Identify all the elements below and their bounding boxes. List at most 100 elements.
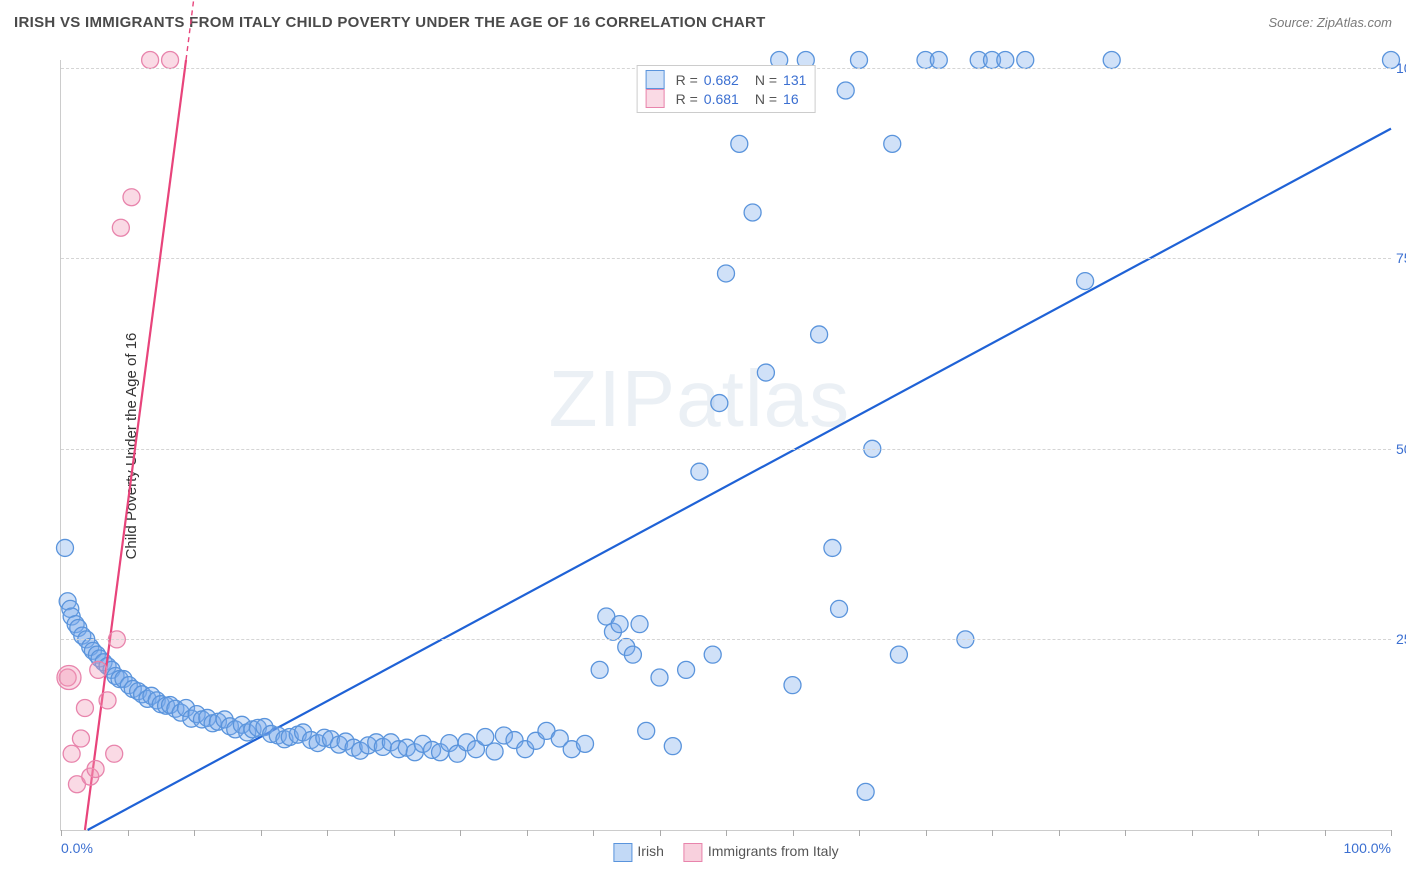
data-point <box>824 539 841 556</box>
data-point <box>90 661 107 678</box>
legend-r-value: 0.682 <box>704 72 739 88</box>
x-tick <box>593 830 594 836</box>
chart-title: IRISH VS IMMIGRANTS FROM ITALY CHILD POV… <box>14 14 766 31</box>
x-tick <box>793 830 794 836</box>
x-tick <box>61 830 62 836</box>
x-tick <box>926 830 927 836</box>
x-tick <box>859 830 860 836</box>
data-point <box>890 646 907 663</box>
data-point <box>691 463 708 480</box>
data-point <box>1077 273 1094 290</box>
data-point <box>624 646 641 663</box>
data-point <box>704 646 721 663</box>
trend-line <box>88 129 1391 830</box>
legend-n-value: 131 <box>783 72 806 88</box>
legend-swatch <box>613 843 632 862</box>
data-point <box>884 135 901 152</box>
data-point <box>99 692 116 709</box>
data-point <box>857 783 874 800</box>
data-point <box>851 52 868 69</box>
data-point <box>997 52 1014 69</box>
data-point <box>162 52 179 69</box>
data-point <box>72 730 89 747</box>
legend-row: R = 0.682N = 131 <box>646 70 807 89</box>
data-point <box>477 728 494 745</box>
x-tick <box>327 830 328 836</box>
y-tick-label: 25.0% <box>1396 631 1406 647</box>
y-tick-label: 50.0% <box>1396 441 1406 457</box>
legend-n-label: N = <box>755 91 777 107</box>
legend-label: Immigrants from Italy <box>708 843 839 859</box>
data-point <box>57 666 81 690</box>
x-tick <box>992 830 993 836</box>
data-point <box>811 326 828 343</box>
plot-area: ZIPatlas R = 0.682N = 131R = 0.681N = 16… <box>60 60 1391 831</box>
data-point <box>1103 52 1120 69</box>
x-tick-label: 100.0% <box>1344 840 1391 856</box>
data-point <box>638 722 655 739</box>
plot-svg <box>61 60 1391 830</box>
data-point <box>1017 52 1034 69</box>
correlation-legend: R = 0.682N = 131R = 0.681N = 16 <box>637 65 816 113</box>
data-point <box>930 52 947 69</box>
data-point <box>112 219 129 236</box>
x-tick-label: 0.0% <box>61 840 93 856</box>
legend-item: Irish <box>613 843 663 862</box>
data-point <box>731 135 748 152</box>
data-point <box>611 616 628 633</box>
x-tick <box>128 830 129 836</box>
legend-label: Irish <box>637 843 663 859</box>
data-point <box>678 661 695 678</box>
title-bar: IRISH VS IMMIGRANTS FROM ITALY CHILD POV… <box>14 14 1392 31</box>
grid-line <box>61 449 1391 450</box>
data-point <box>63 745 80 762</box>
x-tick <box>726 830 727 836</box>
data-point <box>106 745 123 762</box>
data-point <box>831 600 848 617</box>
data-point <box>651 669 668 686</box>
x-tick <box>261 830 262 836</box>
data-point <box>757 364 774 381</box>
data-point <box>577 735 594 752</box>
legend-r-value: 0.681 <box>704 91 739 107</box>
data-point <box>837 82 854 99</box>
legend-r-label: R = <box>676 72 698 88</box>
legend-row: R = 0.681 N = 16 <box>646 89 807 108</box>
legend-swatch <box>646 70 665 89</box>
x-tick <box>460 830 461 836</box>
y-tick-label: 75.0% <box>1396 250 1406 266</box>
data-point <box>56 539 73 556</box>
data-point <box>664 738 681 755</box>
grid-line <box>61 258 1391 259</box>
data-point <box>142 52 159 69</box>
data-point <box>123 189 140 206</box>
legend-n-value: 16 <box>783 91 799 107</box>
data-point <box>631 616 648 633</box>
x-tick <box>527 830 528 836</box>
correlation-chart: IRISH VS IMMIGRANTS FROM ITALY CHILD POV… <box>0 0 1406 892</box>
data-point <box>87 761 104 778</box>
source-label: Source: ZipAtlas.com <box>1268 15 1392 30</box>
y-tick-label: 100.0% <box>1396 60 1406 76</box>
x-tick <box>1391 830 1392 836</box>
x-tick <box>1325 830 1326 836</box>
data-point <box>591 661 608 678</box>
series-legend: Irish Immigrants from Italy <box>613 843 838 862</box>
legend-swatch <box>684 843 703 862</box>
x-tick <box>660 830 661 836</box>
grid-line <box>61 639 1391 640</box>
legend-swatch <box>646 89 665 108</box>
data-point <box>784 677 801 694</box>
x-tick <box>394 830 395 836</box>
x-tick <box>1059 830 1060 836</box>
x-tick <box>1125 830 1126 836</box>
legend-item: Immigrants from Italy <box>684 843 839 862</box>
data-point <box>76 700 93 717</box>
data-point <box>711 395 728 412</box>
data-point <box>744 204 761 221</box>
legend-r-label: R = <box>676 91 698 107</box>
x-tick <box>1258 830 1259 836</box>
x-tick <box>194 830 195 836</box>
data-point <box>486 743 503 760</box>
x-tick <box>1192 830 1193 836</box>
